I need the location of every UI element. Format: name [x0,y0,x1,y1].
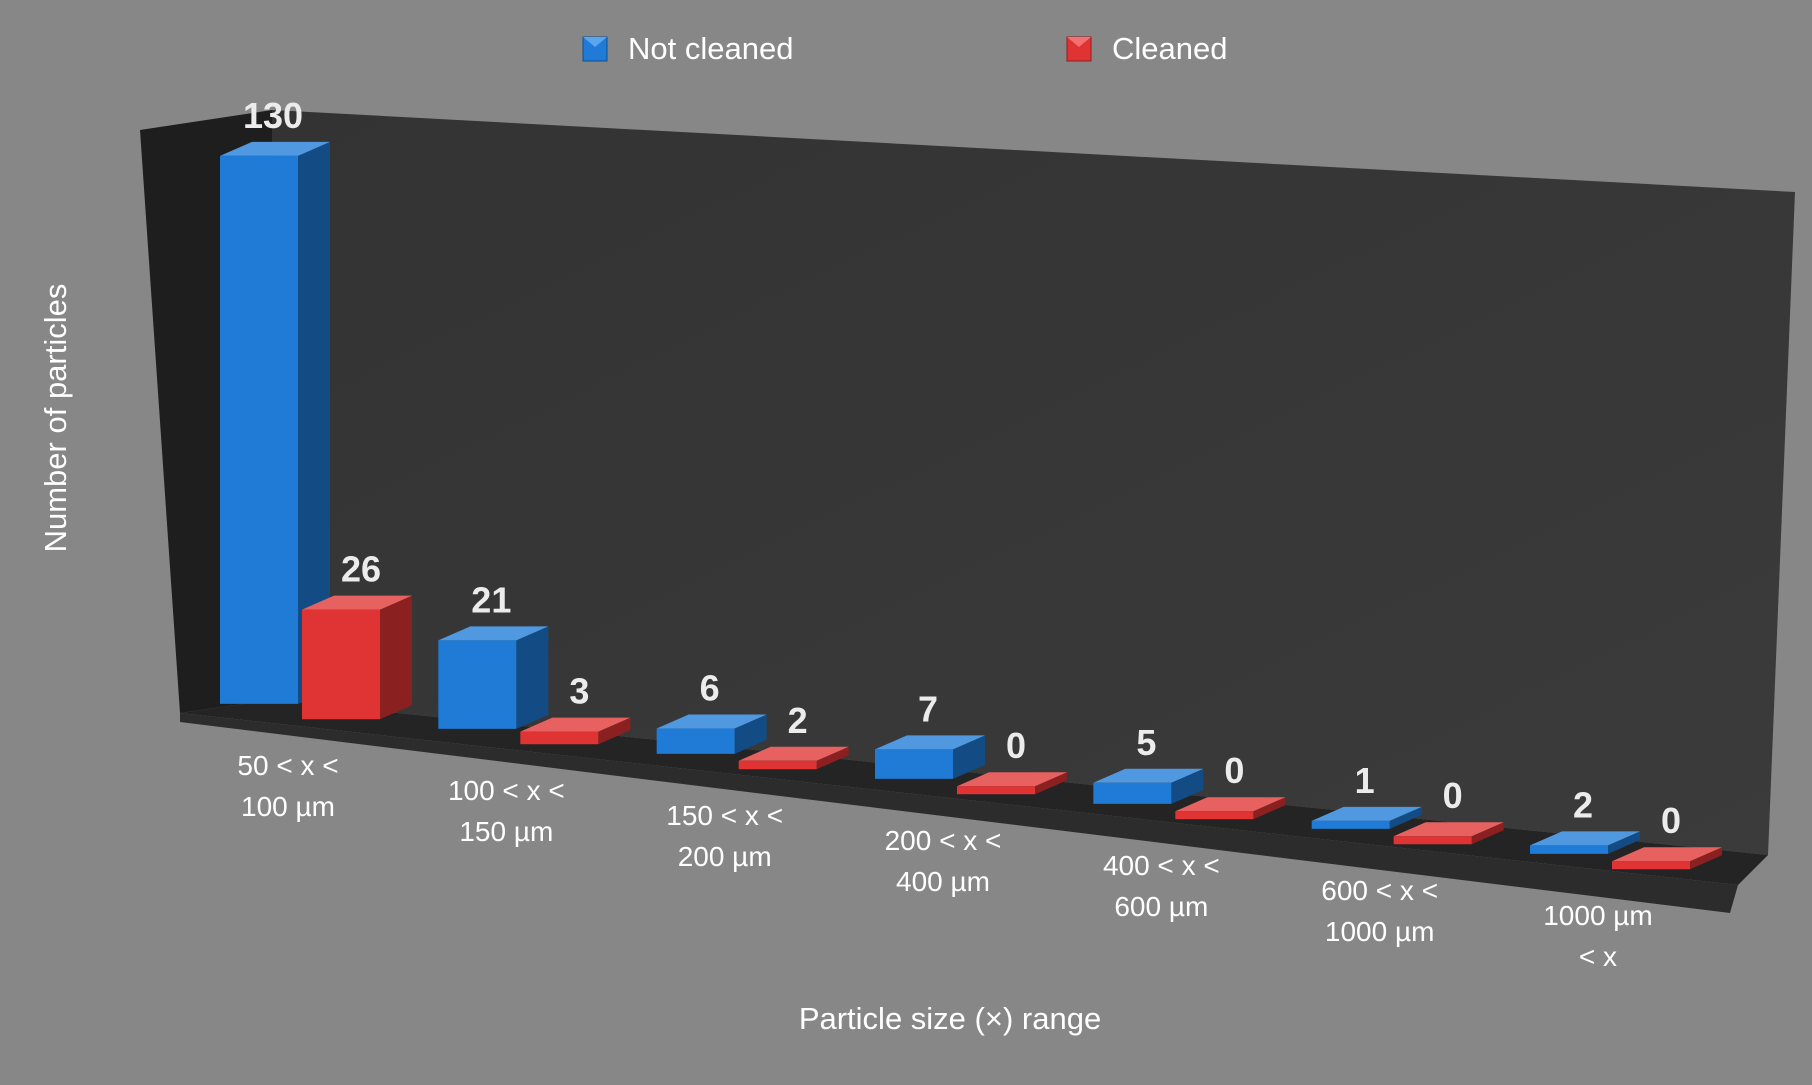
bar-front-face [1311,820,1390,829]
x-tick-label-0: 50 < x <100 µm [237,750,338,822]
value-label-not-cleaned-6: 2 [1573,784,1593,825]
bar-side-face [1389,806,1422,829]
value-label-cleaned-0: 26 [341,549,381,590]
value-label-cleaned-2: 2 [788,700,808,741]
value-label-not-cleaned-2: 6 [700,668,720,709]
bar-top-face [220,141,330,156]
bar-cleaned-2[interactable] [738,746,849,770]
x-tick-label-2: 150 < x <200 µm [666,800,783,872]
y-axis-title: Number of particles [38,284,73,553]
legend: Not cleaned Cleaned [582,31,1227,66]
bar-not-cleaned-2[interactable] [656,714,767,754]
bar-not-cleaned-4[interactable] [1093,768,1204,804]
bar-not-cleaned-0[interactable] [220,141,330,704]
x-tick-label-4: 400 < x <600 µm [1103,850,1220,922]
value-label-cleaned-6: 0 [1661,800,1681,841]
bar-side-face [516,626,549,729]
bar-top-face [1393,822,1504,837]
bar-front-face [957,786,1035,795]
legend-item-cleaned[interactable]: Cleaned [1066,31,1227,66]
bar-front-face [738,760,817,770]
bar-not-cleaned-3[interactable] [875,735,985,779]
bar-top-face [438,626,549,641]
bar-top-face [957,772,1067,787]
bar-not-cleaned-6[interactable] [1530,831,1640,854]
bar-side-face [1171,768,1204,804]
floor-edge [180,713,1738,913]
bar-front-face [1093,782,1172,804]
bar-front-face [1393,836,1472,845]
bar-top-face [1093,768,1204,783]
bar-top-face [1311,806,1422,821]
legend-swatch-highlight [1067,37,1091,47]
value-labels: 130 26 21 3 6 2 7 0 5 0 1 0 2 0 [243,95,1681,841]
bar-top-face [1175,797,1286,812]
bar-cleaned-0[interactable] [302,595,412,720]
bar-front-face [520,731,599,745]
legend-label-cleaned: Cleaned [1112,31,1227,66]
legend-label-not-cleaned: Not cleaned [628,31,793,66]
bar-side-face [598,717,631,745]
bar-side-face [1690,847,1722,870]
bar-top-face [875,735,985,750]
x-axis-title: Particle size (×) range [799,1001,1101,1036]
x-tick-label-3: 200 < x <400 µm [885,825,1002,897]
value-label-not-cleaned-0: 130 [243,95,303,136]
bar-top-face [520,717,631,732]
bar-side-face [298,141,330,704]
bar-cleaned-3[interactable] [957,772,1067,795]
legend-item-not-cleaned[interactable]: Not cleaned [582,31,793,66]
bar-top-face [656,714,767,729]
bar-cleaned-5[interactable] [1393,822,1504,845]
value-label-not-cleaned-4: 5 [1136,722,1156,763]
value-label-cleaned-1: 3 [569,671,589,712]
value-label-not-cleaned-3: 7 [918,688,938,729]
bar-cleaned-6[interactable] [1612,847,1722,870]
value-label-cleaned-3: 0 [1006,725,1026,766]
bar-not-cleaned-5[interactable] [1311,806,1422,829]
x-tick-label-5: 600 < x <1000 µm [1321,875,1438,947]
value-label-not-cleaned-1: 21 [471,579,511,620]
bar-front-face [220,155,298,704]
bar-not-cleaned-1[interactable] [438,626,549,729]
x-tick-label-1: 100 < x <150 µm [448,775,565,847]
bar-side-face [1471,822,1504,845]
bar-front-face [875,749,953,779]
bar-top-face [738,746,849,761]
x-tick-label-6: 1000 µm < x [1543,900,1653,972]
bar-side-face [380,595,412,720]
x-tick-labels: 50 < x <100 µm 100 < x <150 µm 150 < x <20… [237,750,1652,972]
bar-front-face [1612,861,1690,870]
back-wall [272,110,1795,855]
bar-top-face [302,595,412,610]
bar-front-face [1530,845,1608,854]
bar-front-face [302,609,380,720]
bar-top-face [1612,847,1722,862]
bar-cleaned-1[interactable] [520,717,631,745]
bar-top-face [1530,831,1640,846]
bar-front-face [656,728,735,754]
bar-side-face [816,746,849,770]
bar-cleaned-4[interactable] [1175,797,1286,820]
legend-swatch-highlight [583,37,607,47]
value-label-cleaned-5: 0 [1443,775,1463,816]
bar-front-face [438,640,517,729]
bars-layer [220,141,1722,870]
bar-front-face [1175,811,1254,820]
value-label-not-cleaned-5: 1 [1355,760,1375,801]
bar-side-face [1253,797,1286,820]
bar-side-face [1608,831,1640,854]
bar-side-face [1035,772,1067,795]
value-label-cleaned-4: 0 [1224,750,1244,791]
bar-side-face [734,714,767,754]
bar-side-face [953,735,985,779]
